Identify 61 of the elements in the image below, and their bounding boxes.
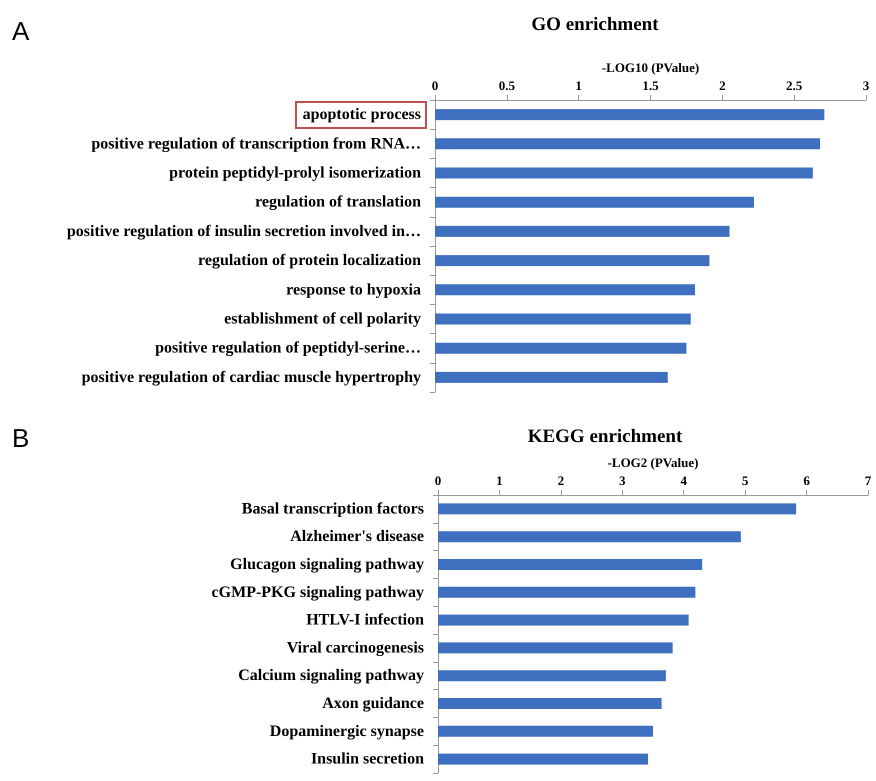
y-tick-label: Viral carcinogenesis [286,639,424,656]
y-tick-label: apoptotic process [302,106,421,124]
x-tick-label: 0.5 [498,78,516,93]
x-tick-label: 5 [742,473,749,488]
x-tick-label: 1 [575,78,582,93]
y-tick-label: regulation of protein localization [198,252,422,270]
text: B [12,423,30,453]
x-axis-title: -LOG10 (PValue) [602,60,700,75]
y-tick-label: Axon guidance [322,695,424,712]
bar [438,698,662,709]
y-tick-label: positive regulation of peptidyl-serine… [155,340,421,357]
x-axis-title: -LOG2 (PValue) [608,455,698,470]
y-tick-label: Basal transcription factors [242,500,424,518]
bar [438,531,741,542]
x-tick-label: 2 [558,473,564,488]
text: A [12,16,30,46]
bar [435,196,754,208]
y-tick-label: positive regulation of cardiac muscle hypertrophy [82,368,421,386]
bar [438,754,648,765]
chart-title: GO enrichment [531,14,660,35]
bar [435,168,813,178]
y-tick-label: HTLV-I infection [306,612,424,629]
x-tick-label: 3 [862,78,870,93]
y-tick-label: positive regulation of transcription from RNA… [91,135,421,152]
x-tick-label: 1.5 [642,78,660,93]
y-tick-label: cGMP-PKG signaling pathway [212,584,424,601]
y-tick-label: Glucagon signaling pathway [230,556,424,573]
bar [438,642,673,654]
y-tick-label: Alzheimer's disease [290,528,424,546]
y-tick-label: regulation of translation [255,194,422,211]
bar [438,586,696,598]
y-tick-label: Dopaminergic synapse [270,722,424,740]
y-tick-label: protein peptidyl-prolyl isomerization [169,164,422,182]
x-tick-label: 4 [680,473,688,488]
x-tick-label: 0 [434,473,442,488]
y-tick-label: establishment of cell polarity [224,310,421,328]
bar [435,226,730,237]
bar [435,372,668,383]
bar [438,726,653,737]
bar [435,314,691,324]
y-tick-label: Calcium signaling pathway [238,667,424,684]
y-tick-label: positive regulation of insulin secretion involved in… [66,222,421,240]
x-tick-label: 2 [719,78,726,93]
x-tick-label: 2.5 [786,78,803,93]
x-tick-label: 6 [803,473,810,488]
bar [435,342,686,354]
bar [438,614,689,626]
y-tick-label: response to hypoxia [286,281,421,298]
x-tick-label: 1 [496,473,503,488]
bar [435,284,696,296]
x-tick-label: 7 [864,473,872,488]
x-tick-label: 3 [619,473,626,488]
bar [435,138,820,150]
y-tick-label: Insulin secretion [310,750,424,768]
bar [435,109,824,120]
bar [438,559,702,570]
bar [438,670,666,682]
bar [435,255,710,266]
x-tick-label: 0 [432,78,438,93]
chart-title: KEGG enrichment [528,426,683,447]
bar [438,503,796,514]
